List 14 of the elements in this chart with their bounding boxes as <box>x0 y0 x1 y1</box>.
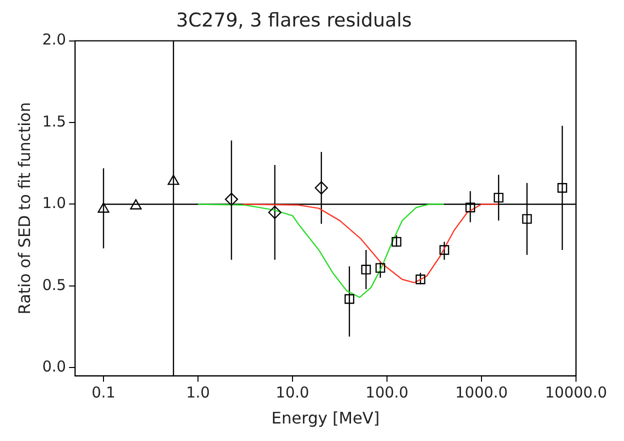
x-tick-label: 10.0 <box>276 384 310 402</box>
y-tick-label: 2.0 <box>42 30 66 49</box>
y-tick-label: 0.5 <box>42 276 66 294</box>
y-tick-label: 1.0 <box>42 194 66 212</box>
y-tick-label: 1.5 <box>42 112 66 130</box>
chart-title: 3C279, 3 flares residuals <box>176 9 412 32</box>
x-axis-title: Energy [MeV] <box>271 408 380 428</box>
y-tick-label: 0.0 <box>42 358 66 376</box>
y-axis-title: Ratio of SED to fit function <box>14 102 34 314</box>
x-tick-label: 1000.0 <box>455 384 508 402</box>
x-tick-label: 100.0 <box>366 384 408 402</box>
x-tick-label: 10000.0 <box>544 384 608 402</box>
x-tick-label: 0.1 <box>92 384 116 402</box>
x-tick-label: 1.0 <box>186 384 210 402</box>
